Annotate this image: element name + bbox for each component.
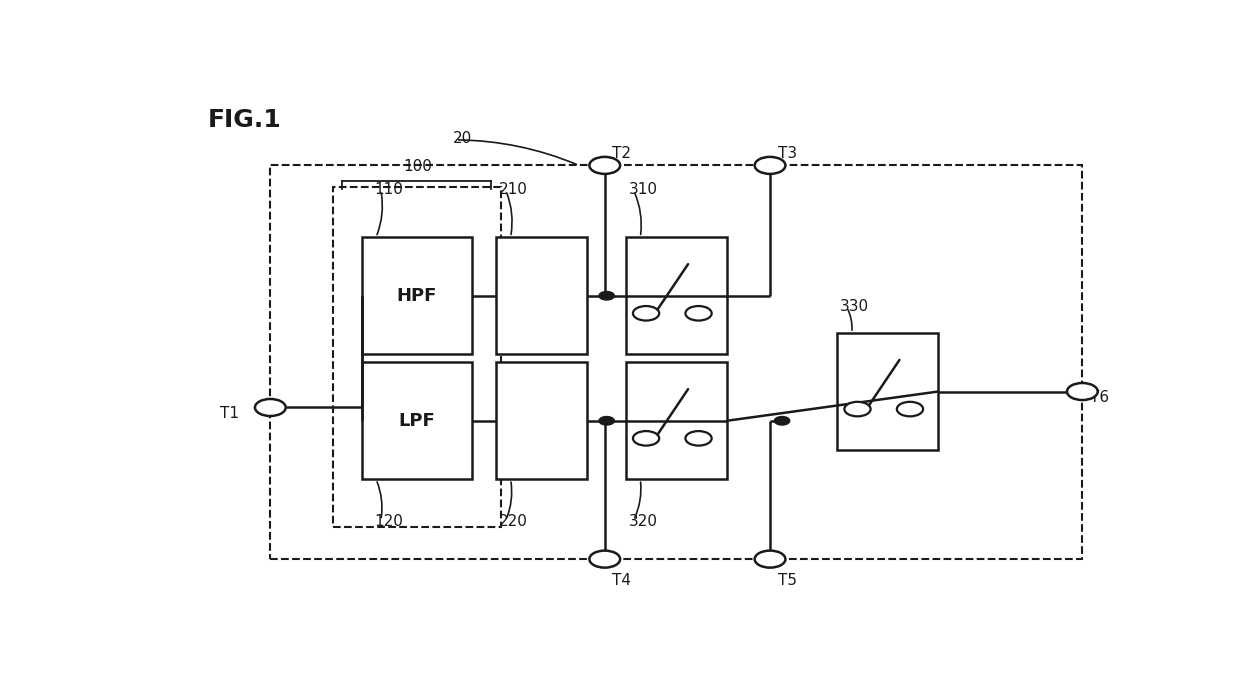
Bar — [496, 362, 588, 480]
Circle shape — [589, 551, 620, 567]
Circle shape — [599, 417, 614, 425]
Bar — [362, 362, 472, 480]
Circle shape — [632, 306, 660, 321]
Text: T6: T6 — [1090, 390, 1109, 406]
Text: 210: 210 — [498, 182, 528, 197]
Text: 320: 320 — [629, 514, 657, 529]
Bar — [626, 237, 727, 354]
Bar — [626, 362, 727, 480]
Bar — [362, 237, 472, 354]
Circle shape — [844, 401, 870, 417]
Bar — [837, 333, 939, 450]
Text: FIG.1: FIG.1 — [208, 108, 281, 132]
Text: T5: T5 — [777, 573, 797, 588]
Circle shape — [599, 292, 614, 300]
Text: T3: T3 — [777, 146, 797, 160]
Circle shape — [774, 417, 790, 425]
Text: HPF: HPF — [397, 287, 436, 305]
Text: 110: 110 — [374, 182, 403, 197]
Text: T4: T4 — [613, 573, 631, 588]
Circle shape — [897, 401, 923, 417]
Text: T1: T1 — [221, 406, 239, 422]
Text: 20: 20 — [453, 131, 472, 146]
Text: 120: 120 — [374, 514, 403, 529]
Text: 310: 310 — [629, 182, 657, 197]
Circle shape — [589, 157, 620, 174]
Circle shape — [686, 431, 712, 446]
Text: LPF: LPF — [398, 412, 435, 430]
Circle shape — [632, 431, 660, 446]
Circle shape — [686, 306, 712, 321]
Circle shape — [755, 157, 785, 174]
Bar — [270, 165, 1083, 559]
Circle shape — [255, 399, 285, 416]
Text: T2: T2 — [613, 146, 631, 160]
Text: 100: 100 — [403, 160, 432, 175]
Bar — [496, 237, 588, 354]
Circle shape — [1066, 383, 1097, 400]
Circle shape — [755, 551, 785, 567]
Text: 330: 330 — [841, 299, 869, 314]
Text: 220: 220 — [498, 514, 528, 529]
Bar — [332, 187, 501, 527]
